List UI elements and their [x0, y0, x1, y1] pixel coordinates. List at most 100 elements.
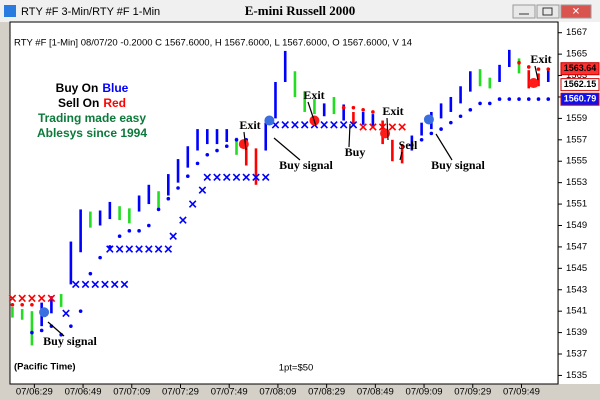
stop-marker — [291, 121, 299, 129]
x-tick-label: 07/08:09 — [259, 387, 296, 398]
annotation-arrow — [348, 123, 351, 148]
y-tick-label: 1559 — [566, 113, 587, 124]
trend-dot — [468, 108, 473, 112]
trend-dot — [10, 302, 15, 307]
x-tick-label: 07/09:49 — [503, 387, 540, 398]
annotation-arrow — [435, 133, 453, 161]
minimize-button[interactable] — [512, 4, 536, 19]
maximize-icon — [542, 7, 553, 16]
footnote: (Pacific Time) — [14, 362, 76, 373]
stop-marker — [110, 280, 119, 289]
maximize-button[interactable] — [536, 4, 560, 19]
x-tick-label: 07/07:09 — [113, 387, 150, 398]
trend-dot — [137, 229, 141, 233]
x-tick-label: 07/06:49 — [65, 387, 102, 398]
trend-dot — [497, 97, 502, 101]
y-tick-label: 1539 — [566, 327, 587, 338]
y-tick-label: 1549 — [566, 220, 587, 231]
y-tick-label: 1545 — [566, 263, 587, 274]
window-controls: ✕ — [512, 4, 592, 19]
info-line: RTY #F [1-Min] 08/07/20 -0.2000 C 1567.6… — [14, 38, 412, 49]
trend-dot — [536, 67, 541, 71]
y-tick-label: 1537 — [566, 349, 587, 360]
signal-dot — [238, 139, 249, 150]
annotation: Buy — [345, 145, 366, 159]
legend-highlight: Red — [103, 96, 126, 110]
trend-dot — [127, 229, 132, 233]
price-label-box — [560, 78, 600, 92]
stop-marker — [179, 216, 187, 224]
trend-dot — [156, 207, 161, 212]
annotation: Buy signal — [43, 334, 97, 348]
trend-dot — [361, 108, 365, 112]
stop-marker — [330, 121, 338, 129]
y-tick-label: 1553 — [566, 177, 587, 188]
x-tick-label: 07/07:49 — [211, 387, 248, 398]
trend-dot — [351, 105, 356, 110]
trend-dot — [341, 105, 346, 110]
annotation: Exit — [303, 88, 324, 102]
stop-marker — [106, 245, 114, 253]
stop-marker — [252, 173, 260, 182]
y-tick-label: 1543 — [566, 284, 587, 295]
trend-dot — [166, 196, 171, 201]
trend-dot — [449, 120, 453, 125]
annotation-arrow — [534, 65, 539, 81]
trend-dot — [176, 186, 180, 190]
trend-dot — [224, 144, 229, 149]
stop-marker — [388, 123, 397, 131]
trend-dot — [517, 60, 521, 65]
trend-dot — [205, 153, 210, 157]
stop-marker — [300, 121, 309, 129]
stop-marker — [62, 309, 70, 318]
trend-dot — [147, 223, 151, 228]
y-tick-label: 1555 — [566, 156, 587, 167]
annotation: Buy signal — [431, 158, 485, 172]
trend-dot — [478, 101, 482, 106]
x-tick-label: 07/08:29 — [308, 387, 345, 398]
trend-dot — [546, 97, 551, 101]
stop-marker — [154, 245, 163, 253]
price-label-box — [560, 92, 600, 106]
stop-marker — [120, 280, 129, 289]
annotation-arrow — [47, 321, 65, 337]
trend-dot — [439, 127, 443, 131]
slogan: Trading made easy — [38, 111, 146, 125]
y-tick-label: 1563 — [566, 70, 587, 81]
legend-line: Buy On Blue — [56, 81, 129, 95]
trend-dot — [20, 302, 24, 307]
annotation: Exit — [239, 118, 260, 132]
y-tick-label: 1551 — [566, 199, 587, 210]
annotation-arrow — [386, 117, 389, 141]
close-button[interactable] — [560, 4, 592, 19]
trend-dot — [526, 65, 531, 69]
annotation-arrow — [399, 151, 403, 161]
stop-marker — [28, 294, 36, 303]
y-tick-label: 1567 — [566, 27, 587, 38]
trend-dot — [215, 148, 219, 153]
trend-dot — [371, 110, 375, 114]
stop-marker — [101, 280, 109, 289]
stop-marker — [281, 121, 289, 129]
trend-dot — [30, 302, 34, 307]
trend-dot — [507, 97, 512, 101]
trend-dot — [429, 131, 434, 136]
stop-marker — [115, 245, 124, 253]
legend-text: Buy On — [56, 81, 99, 95]
stop-marker — [369, 123, 377, 131]
legend-highlight: Blue — [102, 81, 128, 95]
annotation: Exit — [530, 52, 551, 66]
trend-dot — [195, 161, 200, 166]
plot-area — [9, 21, 559, 385]
trend-dot — [39, 328, 44, 333]
annotation: Exit — [382, 104, 403, 118]
stop-marker — [37, 294, 46, 303]
stop-marker — [169, 232, 177, 240]
price-label: 1563.64 — [564, 63, 597, 73]
scale-note: 1pt=$50 — [279, 363, 314, 374]
stop-marker — [125, 245, 134, 253]
stop-marker — [320, 121, 328, 129]
stop-marker — [91, 280, 100, 289]
trend-dot — [30, 330, 34, 335]
